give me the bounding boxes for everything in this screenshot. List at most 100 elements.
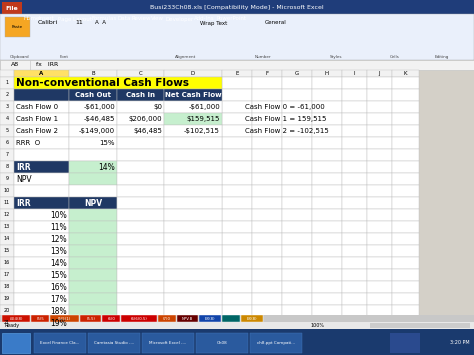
Bar: [342, 185, 367, 197]
Bar: [392, 245, 419, 257]
Text: EX(8): EX(8): [205, 317, 216, 321]
Bar: [2, 2, 22, 14]
Text: Font: Font: [60, 55, 69, 59]
Bar: [367, 245, 392, 257]
Bar: [222, 293, 252, 305]
Bar: [14, 185, 69, 197]
Text: Number: Number: [255, 55, 272, 59]
Text: RRR  O: RRR O: [16, 140, 40, 146]
Bar: [282, 281, 312, 293]
Bar: [367, 293, 392, 305]
Bar: [367, 77, 392, 89]
Text: (7)0: (7)0: [163, 317, 171, 321]
Bar: [342, 281, 367, 293]
Bar: [222, 245, 252, 257]
Bar: [69, 89, 117, 101]
Bar: [282, 149, 312, 161]
Bar: [14, 149, 69, 161]
Text: 13: 13: [4, 224, 10, 229]
Bar: [252, 209, 282, 221]
Bar: [392, 101, 419, 113]
Bar: [117, 161, 164, 173]
Text: -$61,000: -$61,000: [188, 104, 220, 110]
Bar: [282, 89, 312, 101]
Bar: [312, 125, 342, 137]
Bar: [252, 269, 282, 281]
Bar: [200, 315, 221, 322]
Text: Busi233Ch08.xls [Compatibility Mode] - Microsoft Excel: Busi233Ch08.xls [Compatibility Mode] - M…: [150, 5, 324, 10]
Bar: [14, 269, 69, 281]
Text: J: J: [379, 71, 380, 76]
Bar: [0, 185, 14, 197]
Bar: [69, 137, 117, 149]
Bar: [370, 323, 470, 328]
Bar: [0, 161, 14, 173]
Bar: [164, 233, 222, 245]
Bar: [312, 161, 342, 173]
Bar: [0, 197, 14, 209]
Bar: [117, 317, 164, 329]
Bar: [252, 317, 282, 329]
Bar: [0, 77, 14, 89]
Bar: [14, 233, 69, 245]
Bar: [69, 70, 117, 77]
Bar: [342, 197, 367, 209]
Bar: [164, 197, 222, 209]
Text: 7: 7: [5, 153, 9, 158]
Text: NPV.B: NPV.B: [182, 317, 193, 321]
Bar: [312, 173, 342, 185]
Bar: [5, 17, 30, 37]
Text: $0: $0: [153, 104, 162, 110]
Text: Cash Flow 2: Cash Flow 2: [16, 128, 58, 134]
Bar: [164, 185, 222, 197]
Bar: [367, 305, 392, 317]
Bar: [0, 0, 474, 14]
Bar: [312, 70, 342, 77]
Bar: [117, 137, 164, 149]
Bar: [0, 317, 14, 329]
Text: 15%: 15%: [50, 271, 67, 279]
Bar: [0, 14, 474, 60]
Text: Cash Flow 1: Cash Flow 1: [16, 116, 58, 122]
Bar: [367, 281, 392, 293]
Text: PowerPoint: PowerPoint: [216, 16, 246, 22]
Bar: [392, 173, 419, 185]
Bar: [164, 125, 222, 137]
Bar: [367, 125, 392, 137]
Bar: [196, 333, 248, 353]
Bar: [312, 209, 342, 221]
Text: Formulas: Formulas: [92, 16, 117, 22]
Text: 1: 1: [5, 81, 9, 86]
Text: 14: 14: [4, 236, 10, 241]
Text: Ch08: Ch08: [217, 341, 228, 345]
Text: Calibri: Calibri: [38, 21, 58, 26]
Bar: [117, 245, 164, 257]
Bar: [222, 89, 252, 101]
Bar: [69, 221, 117, 233]
Bar: [342, 233, 367, 245]
Bar: [0, 221, 14, 233]
Bar: [392, 281, 419, 293]
Bar: [282, 161, 312, 173]
Text: A8: A8: [11, 62, 19, 67]
Bar: [164, 305, 222, 317]
Text: 10: 10: [4, 189, 10, 193]
Text: Review: Review: [131, 16, 151, 22]
Bar: [252, 89, 282, 101]
Bar: [392, 161, 419, 173]
Bar: [312, 257, 342, 269]
Bar: [14, 221, 69, 233]
Bar: [222, 269, 252, 281]
Text: 11: 11: [75, 21, 83, 26]
Bar: [367, 70, 392, 77]
Bar: [392, 70, 419, 77]
Bar: [367, 89, 392, 101]
Text: 18%: 18%: [50, 306, 67, 316]
Bar: [14, 317, 69, 329]
Bar: [117, 233, 164, 245]
Text: 9: 9: [6, 176, 9, 181]
Bar: [342, 161, 367, 173]
Text: 8: 8: [5, 164, 9, 169]
Bar: [117, 305, 164, 317]
Bar: [392, 257, 419, 269]
